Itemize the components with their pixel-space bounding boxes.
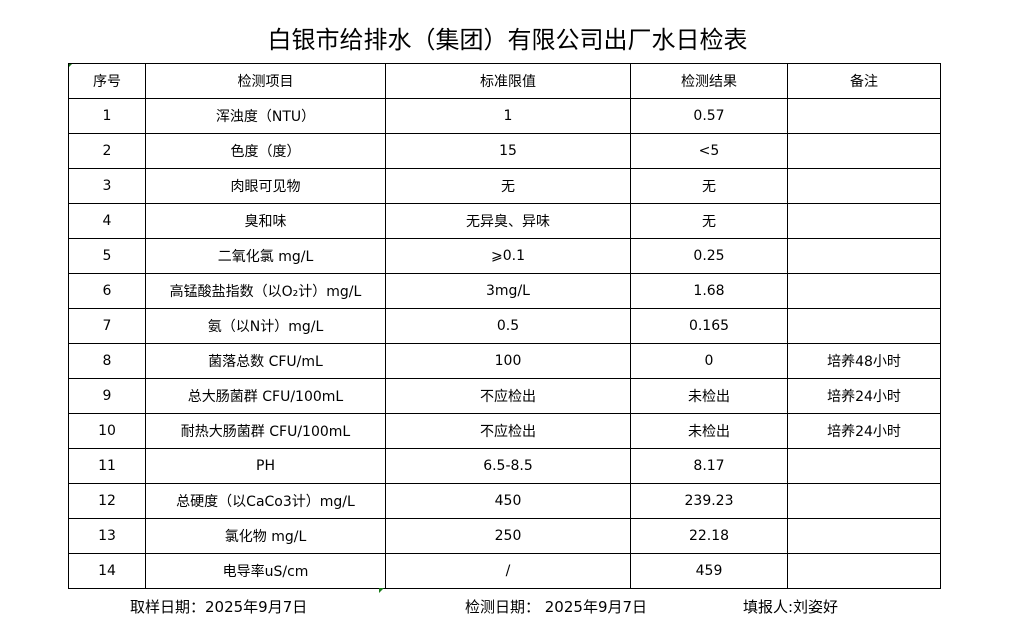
cell-result: 0.57 [630,98,788,134]
cell-result: 1.68 [630,273,788,309]
cell-item: 电导率uS/cm [145,553,386,589]
cell-index: 10 [68,413,146,449]
cell-standard-limit: 0.5 [385,308,631,344]
cell-standard-limit: 6.5-8.5 [385,448,631,484]
table-row: 7 氨（以N计）mg/L 0.5 0.165 [68,308,941,344]
cell-index: 8 [68,343,146,379]
cell-item: 菌落总数 CFU/mL [145,343,386,379]
cell-result: 无 [630,203,788,239]
cell-standard-limit: 不应检出 [385,378,631,414]
cell-item: PH [145,448,386,484]
cell-standard-limit: / [385,553,631,589]
cell-remark [787,203,941,239]
cell-remark [787,238,941,274]
table-row: 12 总硬度（以CaCo3计）mg/L 450 239.23 [68,483,941,519]
cell-index: 12 [68,483,146,519]
table-row: 4 臭和味 无异臭、异味无 [68,203,941,239]
cell-standard-limit: 450 [385,483,631,519]
header-item: 检测项目 [145,63,386,99]
header-index: 序号 [68,63,146,99]
cell-result: 0 [630,343,788,379]
cell-index: 11 [68,448,146,484]
cell-standard-limit: 3mg/L [385,273,631,309]
cell-result: 459 [630,553,788,589]
cell-standard-limit: 无 [385,168,631,204]
cell-result: 8.17 [630,448,788,484]
table-row: 14 电导率uS/cm/459 [68,553,941,589]
cell-remark [787,133,941,169]
cell-remark [787,448,941,484]
table-row: 8 菌落总数 CFU/mL 100 0 培养48小时 [68,343,941,379]
cell-index: 4 [68,203,146,239]
cell-index: 6 [68,273,146,309]
cell-index: 7 [68,308,146,344]
cell-index: 14 [68,553,146,589]
cell-index: 3 [68,168,146,204]
cell-remark [787,168,941,204]
cell-marker [379,588,384,593]
cell-remark [787,308,941,344]
cell-remark: 培养48小时 [787,343,941,379]
cell-item: 二氧化氯 mg/L [145,238,386,274]
cell-item: 氨（以N计）mg/L [145,308,386,344]
table-row: 6 高锰酸盐指数（以O₂计）mg/L 3mg/L 1.68 [68,273,941,309]
cell-item: 浑浊度（NTU） [145,98,386,134]
cell-item: 高锰酸盐指数（以O₂计）mg/L [145,273,386,309]
cell-standard-limit: ⩾0.1 [385,238,631,274]
inspection-table: 序号 检测项目 标准限值 检测结果 备注 1 浑浊度（NTU） 1 0.57 2 色度（度） 15 <5… [68,63,941,589]
cell-standard-limit: 不应检出 [385,413,631,449]
cell-result: 未检出 [630,413,788,449]
cell-remark [787,98,941,134]
sampling-date: 取样日期：2025年9月7日 [130,598,308,616]
cell-index: 2 [68,133,146,169]
reporter: 填报人:刘姿好 [743,598,839,616]
table-row: 9 总大肠菌群 CFU/100mL 不应检出 未检出 培养24小时 [68,378,941,414]
cell-remark [787,273,941,309]
cell-remark [787,483,941,519]
page-title: 白银市给排水（集团）有限公司出厂水日检表 [267,26,748,54]
table-row: 5 二氧化氯 mg/L ⩾0.1 0.25 [68,238,941,274]
cell-result: 239.23 [630,483,788,519]
header-standard-limit: 标准限值 [385,63,631,99]
header-row: 序号 检测项目 标准限值 检测结果 备注 [68,63,941,99]
cell-result: 0.25 [630,238,788,274]
table-row: 13 氯化物 mg/L 250 22.18 [68,518,941,554]
cell-result: 无 [630,168,788,204]
cell-remark: 培养24小时 [787,378,941,414]
table-row: 10 耐热大肠菌群 CFU/100mL 不应检出 未检出 培养24小时 [68,413,941,449]
cell-item: 色度（度） [145,133,386,169]
cell-item: 耐热大肠菌群 CFU/100mL [145,413,386,449]
cell-result: 未检出 [630,378,788,414]
cell-item: 氯化物 mg/L [145,518,386,554]
cell-standard-limit: 15 [385,133,631,169]
table-row: 1 浑浊度（NTU） 1 0.57 [68,98,941,134]
cell-item: 肉眼可见物 [145,168,386,204]
cell-item: 总大肠菌群 CFU/100mL [145,378,386,414]
cell-result: <5 [630,133,788,169]
cell-index: 13 [68,518,146,554]
header-result: 检测结果 [630,63,788,99]
table-row: 11 PH 6.5-8.5 8.17 [68,448,941,484]
test-date: 检测日期： 2025年9月7日 [465,598,648,616]
table-row: 3 肉眼可见物无无 [68,168,941,204]
cell-index: 1 [68,98,146,134]
cell-remark [787,518,941,554]
header-remark: 备注 [787,63,941,99]
cell-standard-limit: 250 [385,518,631,554]
cell-item: 臭和味 [145,203,386,239]
cell-index: 9 [68,378,146,414]
cell-remark [787,553,941,589]
cell-item: 总硬度（以CaCo3计）mg/L [145,483,386,519]
cell-remark: 培养24小时 [787,413,941,449]
cell-result: 22.18 [630,518,788,554]
table-row: 2 色度（度） 15 <5 [68,133,941,169]
cell-index: 5 [68,238,146,274]
cell-standard-limit: 1 [385,98,631,134]
cell-standard-limit: 无异臭、异味 [385,203,631,239]
cell-standard-limit: 100 [385,343,631,379]
cell-result: 0.165 [630,308,788,344]
